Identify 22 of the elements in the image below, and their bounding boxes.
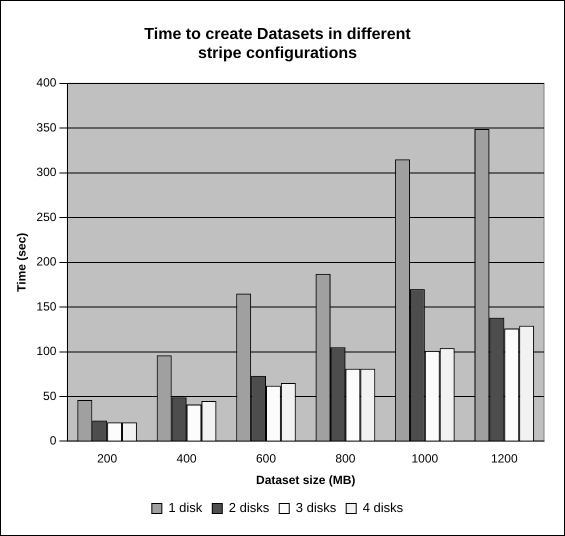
y-tick-label: 400: [36, 76, 57, 90]
x-tick-label: 600: [256, 452, 276, 466]
y-tick-label: 250: [36, 210, 57, 224]
x-tick-label: 800: [335, 452, 356, 466]
x-tick-label: 1000: [412, 452, 439, 466]
x-tick-label: 200: [97, 452, 118, 466]
x-tick-label: 400: [176, 452, 197, 466]
x-axis-title: Dataset size (MB): [256, 473, 356, 488]
legend-label: 3 disks: [296, 500, 337, 516]
y-tick-label: 300: [36, 165, 57, 180]
y-tick-label: 50: [43, 388, 57, 403]
y-tick-label: 150: [36, 299, 57, 314]
y-tick-label: 100: [36, 344, 57, 358]
chart-title: Time to create Datasets in different stripe configurations: [144, 26, 412, 62]
x-tick-label: 1200: [490, 452, 518, 466]
legend-label: 4 disks: [362, 500, 404, 516]
y-axis-title: Time (sec): [14, 232, 29, 292]
y-tick-label: 200: [36, 254, 57, 269]
y-tick-label: 0: [50, 434, 57, 448]
y-tick-label: 350: [36, 120, 57, 134]
legend-label: 1 disk: [168, 500, 203, 516]
legend-label: 2 disks: [228, 500, 270, 516]
